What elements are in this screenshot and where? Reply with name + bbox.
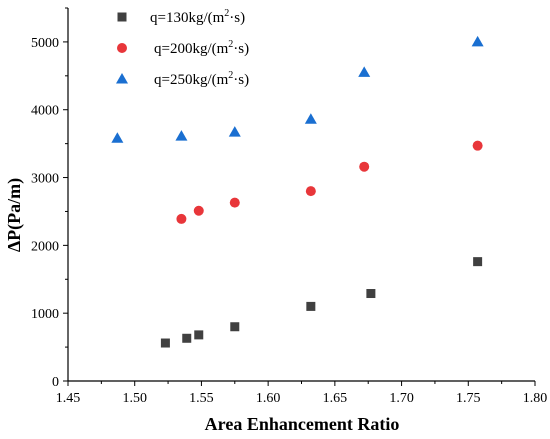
x-tick-label: 1.55 — [189, 391, 214, 406]
series-3-point — [304, 113, 317, 124]
series-1-point — [306, 301, 316, 311]
series-3-point — [228, 126, 241, 137]
series-1-point — [230, 322, 240, 332]
y-tick-label: 4000 — [31, 104, 59, 119]
x-tick-label: 1.70 — [389, 391, 414, 406]
series-2-point — [176, 213, 187, 224]
legend-marker-3 — [116, 73, 128, 84]
y-axis-title: ΔP(Pa/m) — [4, 178, 25, 252]
ticks: 1.45 1.50 1.55 1.60 1.65 1.70 1.75 1.80 0 1000 200… — [31, 7, 548, 406]
y-tick-label: 5000 — [31, 36, 59, 51]
y-tick-label: 3000 — [31, 172, 59, 187]
series-3-point — [358, 66, 371, 77]
axes — [67, 8, 535, 382]
series-1-point — [366, 289, 376, 299]
x-tick-label: 1.50 — [122, 391, 147, 406]
series-3-point — [471, 35, 484, 47]
y-tick-label: 2000 — [31, 239, 59, 254]
legend-label-2: q=200kg/(m2·s) — [154, 39, 249, 57]
legend-marker-2 — [117, 43, 127, 53]
series-3-point — [111, 132, 124, 143]
series-2-point — [229, 197, 240, 208]
x-tick-label: 1.75 — [456, 391, 481, 406]
y-tick-label: 1000 — [31, 307, 59, 322]
legend-label-3: q=250kg/(m2·s) — [154, 70, 249, 88]
series-3-point — [175, 130, 188, 141]
x-tick-label: 1.80 — [523, 391, 548, 406]
series-2-point — [359, 161, 370, 172]
data-points — [111, 35, 484, 348]
legend-label-1: q=130kg/(m2·s) — [150, 8, 245, 26]
series-2-point — [193, 205, 204, 216]
x-tick-label: 1.60 — [256, 391, 281, 406]
x-tick-label: 1.65 — [323, 391, 348, 406]
legend: q=130kg/(m2·s) q=200kg/(m2·s) q=250kg/(m2·… — [116, 8, 249, 88]
series-1-point — [182, 333, 192, 343]
series-2-point — [305, 186, 316, 197]
x-axis-title: Area Enhancement Ratio — [205, 414, 400, 434]
series-1-point — [473, 257, 483, 267]
series-2-point — [472, 140, 483, 151]
series-1-point — [194, 330, 204, 340]
legend-marker-1 — [117, 12, 127, 22]
y-tick-label: 0 — [52, 375, 59, 390]
series-1-point — [160, 338, 170, 348]
x-tick-label: 1.45 — [56, 391, 81, 406]
